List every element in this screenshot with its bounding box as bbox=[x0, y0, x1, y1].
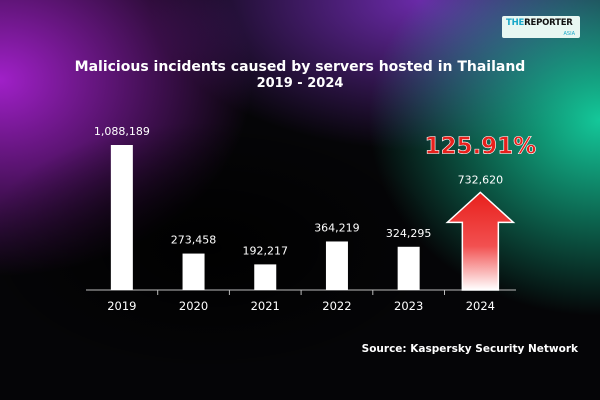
tick-label-2021: 2021 bbox=[251, 299, 280, 313]
value-label-2019: 1,088,189 bbox=[94, 125, 150, 138]
bar-2020 bbox=[182, 253, 205, 290]
highlight-percent-label: 125.91% bbox=[424, 133, 536, 159]
logo-subtext: ASIA bbox=[563, 31, 576, 37]
bar-2022 bbox=[325, 241, 348, 290]
logo: THEREPORTER ASIA bbox=[502, 16, 580, 38]
source-note: Source: Kaspersky Security Network bbox=[361, 343, 578, 355]
value-label-2022: 364,219 bbox=[314, 221, 360, 234]
chart-title: Malicious incidents caused by servers ho… bbox=[74, 59, 526, 75]
tick-label-2022: 2022 bbox=[322, 299, 351, 313]
chart-subtitle: 2019 - 2024 bbox=[256, 76, 344, 91]
bar-2023 bbox=[397, 246, 420, 290]
value-label-2024: 732,620 bbox=[458, 173, 504, 186]
logo-text: THEREPORTER bbox=[506, 18, 573, 28]
value-label-2023: 324,295 bbox=[386, 227, 432, 240]
tick-label-2024: 2024 bbox=[466, 299, 495, 313]
value-label-2020: 273,458 bbox=[171, 234, 217, 247]
tick-label-2019: 2019 bbox=[107, 299, 136, 313]
value-label-2021: 192,217 bbox=[243, 244, 289, 257]
bar-2021 bbox=[254, 264, 277, 290]
tick-label-2020: 2020 bbox=[179, 299, 208, 313]
tick-label-2023: 2023 bbox=[394, 299, 423, 313]
bar-2019 bbox=[110, 145, 133, 290]
bar-2024-arrow bbox=[445, 191, 516, 291]
